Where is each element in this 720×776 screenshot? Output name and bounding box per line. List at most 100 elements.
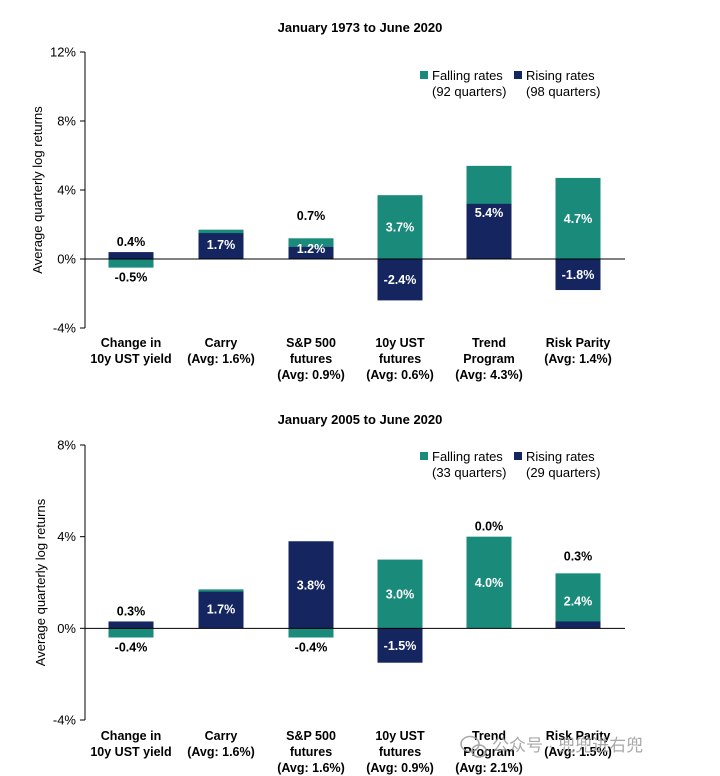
watermark: 公众号 · 兜兜进右兜 xyxy=(460,735,643,758)
x-category-label: futures xyxy=(290,352,332,366)
bar-falling xyxy=(377,195,423,259)
x-category-label: (Avg: 1.6%) xyxy=(187,352,255,366)
y-tick-label: 12% xyxy=(50,45,76,60)
x-category-label: (Avg: 0.9%) xyxy=(366,761,434,775)
x-category-label: futures xyxy=(379,352,421,366)
data-label-rising: -2.4% xyxy=(384,273,417,287)
legend-label: Rising rates xyxy=(526,68,595,83)
chart-title: January 1973 to June 2020 xyxy=(278,20,443,35)
x-category-label: Change in xyxy=(101,729,161,743)
legend-swatch-falling xyxy=(420,452,428,460)
bar-rising xyxy=(377,259,423,301)
wechat-icon xyxy=(460,735,487,758)
y-tick-label: -4% xyxy=(53,321,77,336)
wechat-icon-bubble-1 xyxy=(460,735,480,753)
data-label-rising: -1.5% xyxy=(384,639,417,653)
y-axis-label: Average quarterly log returns xyxy=(30,106,45,274)
legend-item-falling: Falling rates(92 quarters) xyxy=(420,68,506,99)
bar-falling xyxy=(466,536,512,629)
legend-swatch-rising xyxy=(514,71,522,79)
x-category-label: (Avg: 1.6%) xyxy=(187,745,255,759)
y-tick-label: 4% xyxy=(57,529,76,544)
x-category-label: 10y UST yield xyxy=(90,745,171,759)
bar-rising xyxy=(198,233,244,259)
legend-swatch-rising xyxy=(514,452,522,460)
data-label-falling: 2.4% xyxy=(564,594,593,608)
x-category-label: (Avg: 1.4%) xyxy=(544,352,612,366)
x-category-label: 10y UST xyxy=(375,729,425,743)
y-tick-label: 0% xyxy=(57,621,76,636)
data-label-falling: -0.5% xyxy=(115,271,148,285)
bar-rising xyxy=(377,628,423,663)
x-category-label: Trend xyxy=(472,729,506,743)
x-category-label: futures xyxy=(379,745,421,759)
y-tick-label: 8% xyxy=(57,114,76,129)
legend-item-rising: Rising rates(98 quarters) xyxy=(514,68,600,99)
bar-rising xyxy=(198,591,244,629)
x-category-label: (Avg: 2.1%) xyxy=(455,761,523,775)
bar-falling xyxy=(377,559,423,629)
x-category-label: S&P 500 xyxy=(286,729,336,743)
data-label-rising: 0.0% xyxy=(475,520,504,534)
y-axis-label: Average quarterly log returns xyxy=(33,498,48,666)
data-label-falling: 3.0% xyxy=(386,587,415,601)
legend-label: Falling rates xyxy=(432,68,503,83)
data-label-rising: 1.5% xyxy=(207,210,236,224)
data-label-rising: 1.6% xyxy=(207,565,236,579)
x-category-label: futures xyxy=(290,745,332,759)
bar-falling xyxy=(555,573,601,629)
x-category-label: Carry xyxy=(205,729,238,743)
bar-falling xyxy=(108,628,154,638)
bar-rising xyxy=(466,203,512,259)
bar-rising xyxy=(108,621,154,629)
bar-rising xyxy=(555,259,601,291)
y-tick-label: 4% xyxy=(57,183,76,198)
legend-item-falling: Falling rates(33 quarters) xyxy=(420,449,506,480)
x-category-label: (Avg: 0.6%) xyxy=(366,368,434,382)
legend-label: Falling rates xyxy=(432,449,503,464)
bar-falling xyxy=(108,259,154,268)
data-label-falling: 4.0% xyxy=(475,576,504,590)
x-category-label: (Avg: 4.3%) xyxy=(455,368,523,382)
data-label-rising: 0.4% xyxy=(117,235,146,249)
y-tick-label: -4% xyxy=(53,713,77,728)
y-tick-label: 0% xyxy=(57,252,76,267)
bar-rising xyxy=(288,246,334,259)
x-category-label: Change in xyxy=(101,336,161,350)
legend-item-rising: Rising rates(29 quarters) xyxy=(514,449,600,480)
x-category-label: Program xyxy=(463,352,514,366)
data-label-rising: 3.8% xyxy=(297,578,326,592)
x-category-label: (Avg: 0.9%) xyxy=(277,368,345,382)
chart-panel-1: January 1973 to June 2020 Average quarter… xyxy=(30,20,625,382)
x-category-label: Carry xyxy=(205,336,238,350)
x-category-label: Risk Parity xyxy=(546,336,611,350)
legend-sublabel: (98 quarters) xyxy=(526,84,600,99)
x-category-label: 10y UST xyxy=(375,336,425,350)
data-label-rising: 0.7% xyxy=(297,209,326,223)
legend-label: Rising rates xyxy=(526,449,595,464)
data-label-falling: 1.2% xyxy=(297,242,326,256)
data-label-rising: 0.3% xyxy=(117,604,146,618)
bar-rising xyxy=(288,541,334,629)
x-category-label: Risk Parity xyxy=(546,729,611,743)
legend-swatch-falling xyxy=(420,71,428,79)
x-category-label: (Avg: 1.6%) xyxy=(277,761,345,775)
legend-sublabel: (92 quarters) xyxy=(432,84,506,99)
legend-sublabel: (29 quarters) xyxy=(526,465,600,480)
legend-sublabel: (33 quarters) xyxy=(432,465,506,480)
x-category-label: Trend xyxy=(472,336,506,350)
data-label-falling: 1.7% xyxy=(207,602,236,616)
bar-rising xyxy=(108,252,154,259)
x-category-label: 10y UST yield xyxy=(90,352,171,366)
data-label-falling: -0.4% xyxy=(295,641,328,655)
data-label-falling: -0.4% xyxy=(115,641,148,655)
watermark-text: 公众号 · 兜兜进右兜 xyxy=(492,736,643,755)
x-category-label: S&P 500 xyxy=(286,336,336,350)
data-label-falling: 4.7% xyxy=(564,212,593,226)
x-category-label: (Avg: 1.5%) xyxy=(544,745,612,759)
bar-falling xyxy=(288,628,334,638)
wechat-icon-bubble-2 xyxy=(471,744,487,758)
chart-title: January 2005 to June 2020 xyxy=(278,412,443,427)
data-label-falling: 3.7% xyxy=(386,221,415,235)
